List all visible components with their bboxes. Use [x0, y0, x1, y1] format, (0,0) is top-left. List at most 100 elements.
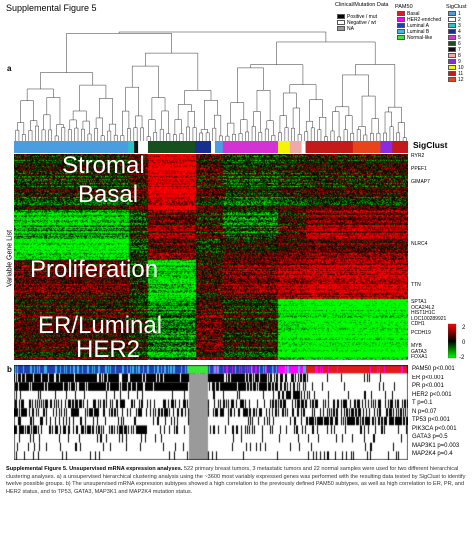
gene-label: SPTA1	[411, 299, 427, 305]
gene-label: GIMAP7	[411, 179, 430, 185]
dendrogram-branch	[245, 131, 250, 141]
legend-item: Luminal A	[397, 23, 429, 29]
dendrogram-branch	[350, 132, 355, 141]
dendrogram-branch	[54, 135, 59, 141]
dendrogram-branch	[161, 110, 169, 134]
sigclust-label: SigClust	[413, 140, 448, 150]
sigclust-segment	[305, 141, 354, 153]
legend-item: Normal-like	[397, 35, 432, 41]
dendrogram-branch	[214, 114, 222, 136]
gene-label: GATA3	[411, 348, 427, 355]
dendrogram-branch	[69, 119, 77, 130]
dendrogram-branch	[26, 88, 54, 101]
legend-item: NA	[337, 26, 354, 32]
dendrogram-branch	[40, 72, 94, 89]
clinical-legend-title: Clinical/Mutation Data	[335, 2, 389, 8]
dendrogram-branch	[118, 31, 327, 42]
dendrogram-branch	[95, 117, 103, 136]
dendrogram-branch	[276, 41, 376, 65]
y-axis-label: Variable Gene List	[6, 229, 14, 288]
legend-label: 4	[458, 29, 461, 35]
dendrogram-branch	[113, 134, 118, 141]
gene-label: PCDH19	[411, 330, 431, 336]
dendrogram-branch	[46, 97, 61, 125]
sigclust-bar	[14, 141, 408, 153]
legend-swatch	[448, 41, 456, 46]
gene-label: FOXA1	[411, 354, 428, 360]
dendrogram-branch	[20, 100, 34, 123]
dendrogram-branch	[166, 133, 171, 141]
legend-swatch	[397, 35, 405, 40]
legend-label: 8	[458, 53, 461, 59]
dendrogram-branch	[192, 127, 197, 141]
legend-label: 3	[458, 23, 461, 29]
dendrogram-branch	[297, 134, 302, 141]
legend-label: Luminal A	[407, 23, 429, 29]
dendrogram-branch	[319, 117, 327, 137]
dendrogram-branch	[291, 127, 295, 141]
legend-swatch	[448, 17, 456, 22]
dendrogram-branch	[200, 129, 208, 133]
legend-item: Basal	[397, 11, 420, 17]
dendrogram-branch	[151, 97, 166, 120]
sigclust-segment	[214, 141, 224, 153]
sigclust-segment	[147, 141, 196, 153]
dendrogram-branch	[205, 132, 210, 141]
association-tracks	[14, 365, 408, 460]
dendrogram-branch	[17, 122, 25, 135]
sigclust-segment	[134, 141, 139, 153]
dendrogram-branch	[240, 119, 248, 134]
legend-swatch	[448, 47, 456, 52]
dendrogram-branch	[41, 129, 46, 141]
dendrogram-branch	[179, 133, 184, 141]
gene-label: PPEF1	[411, 166, 427, 172]
dendrogram-branch	[369, 133, 374, 141]
dendrogram-branch	[309, 99, 323, 122]
dendrogram-branch	[122, 110, 130, 136]
expression-heatmap	[14, 154, 408, 360]
dendrogram-branch	[174, 119, 182, 135]
dendrogram-branch	[140, 127, 144, 141]
overlay-er-luminal: ER/Luminal	[38, 312, 163, 339]
association-label: HER2 p<0.001	[412, 392, 452, 398]
legend-swatch	[337, 26, 345, 31]
dendrogram-branch	[99, 98, 113, 125]
dendrogram-branch	[237, 67, 264, 103]
legend-swatch	[448, 11, 456, 16]
legend-swatch	[337, 14, 345, 19]
legend-swatch	[448, 23, 456, 28]
dendrogram-branch	[356, 129, 361, 141]
dendrogram-branch	[389, 126, 394, 141]
legend-item: Luminal B	[397, 29, 429, 35]
dendrogram-branch	[343, 129, 348, 141]
legend-label: 1	[458, 11, 461, 17]
dendrogram-branch	[383, 132, 387, 141]
association-label: N p=0.07	[412, 409, 437, 415]
overlay-basal: Basal	[78, 181, 139, 208]
dendrogram-branch	[305, 120, 314, 132]
legend-swatch	[448, 59, 456, 64]
legend-item: 11	[448, 71, 463, 77]
sigclust-segment	[222, 141, 279, 153]
legend-item: 3	[448, 23, 461, 29]
legend-item: 6	[448, 41, 461, 47]
panel-b-label: b	[7, 365, 12, 374]
association-label: PR p<0.001	[412, 383, 444, 389]
dendrogram-branch	[61, 127, 66, 141]
gene-label: LOC100289921	[411, 315, 447, 322]
legend-label: NA	[347, 26, 354, 32]
dendrogram-branch	[94, 128, 98, 141]
dendrogram-branch	[284, 127, 289, 141]
dendrogram-branch	[127, 128, 131, 141]
legend-label: 10	[458, 65, 464, 71]
sigclust-segment	[380, 141, 393, 153]
caption-title: Supplemental Figure 5. Unsupervised mRNA…	[6, 466, 183, 472]
dendrogram-branch	[186, 126, 190, 141]
dendrogram-branch	[87, 133, 92, 141]
dendrogram-branch	[108, 123, 117, 136]
sigclust-segment	[352, 141, 381, 153]
dendrogram-branch	[310, 127, 315, 141]
legend-item: 4	[448, 29, 461, 35]
legend-swatch	[448, 29, 456, 34]
legend-label: Negative / wt	[347, 20, 376, 26]
